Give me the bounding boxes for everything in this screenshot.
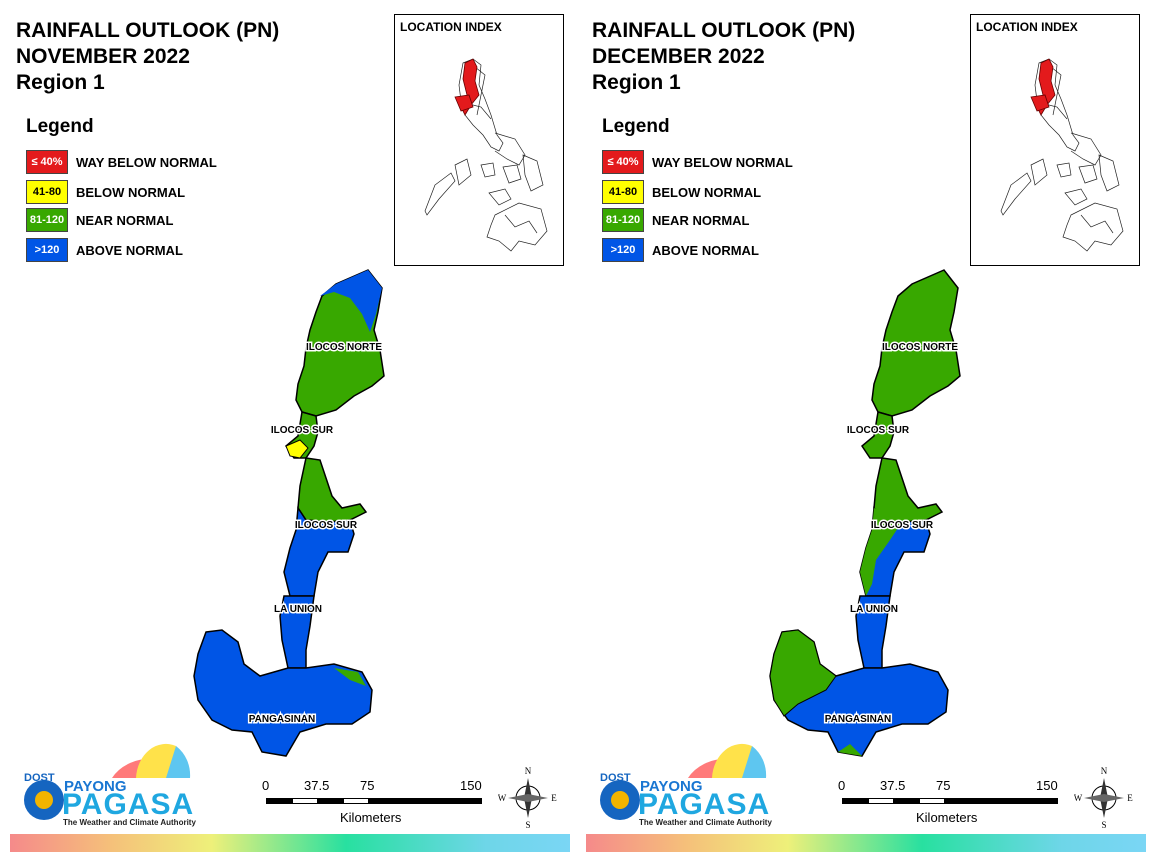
compass-s: S <box>525 820 530 830</box>
logo-tagline: The Weather and Climate Authority <box>639 818 772 827</box>
label-ilocos-norte: ILOCOS NORTE <box>306 342 382 353</box>
compass-s: S <box>1101 820 1106 830</box>
north-arrow-compass: N S E W <box>1074 764 1134 830</box>
payong-pagasa-logo: DOST PAYONG PAGASA The Weather and Clima… <box>592 738 772 832</box>
logo-dost: DOST <box>24 772 55 784</box>
legend-swatch: >120 <box>26 238 68 262</box>
title-line-3: Region 1 <box>16 71 105 94</box>
map-panel-december: RAINFALL OUTLOOK (PN) DECEMBER 2022 Regi… <box>576 0 1152 864</box>
map-title: RAINFALL OUTLOOK (PN) NOVEMBER 2022 Regi… <box>16 18 279 96</box>
philippines-outline-map <box>424 58 548 252</box>
logo-pagasa: PAGASA <box>638 788 771 821</box>
legend-label: BELOW NORMAL <box>76 185 186 200</box>
label-ilocos-norte: ILOCOS NORTE <box>882 342 958 353</box>
compass-n: N <box>1101 766 1108 776</box>
scale-tick: 37.5 <box>304 778 330 793</box>
legend-label: ABOVE NORMAL <box>652 243 759 258</box>
above-normal-zone <box>320 270 382 332</box>
payong-pagasa-logo: DOST PAYONG PAGASA The Weather and Clima… <box>16 738 196 832</box>
label-ilocos-sur: ILOCOS SUR <box>871 520 934 531</box>
legend-label: WAY BELOW NORMAL <box>76 155 217 170</box>
scale-bar: 0 37.5 75 150 Kilometers <box>262 778 502 828</box>
scale-tick: 0 <box>838 778 846 793</box>
legend-swatch: ≤ 40% <box>602 150 644 174</box>
legend-swatch: >120 <box>602 238 644 262</box>
label-pangasinan: PANGASINAN <box>249 714 315 725</box>
label-ilocos-sur: ILOCOS SUR <box>271 425 334 436</box>
label-ilocos-sur: ILOCOS SUR <box>847 425 910 436</box>
label-la-union: LA UNION <box>850 604 898 615</box>
title-line-2: NOVEMBER 2022 <box>16 45 190 68</box>
province-pangasinan <box>193 629 373 757</box>
logo-payong: PAYONG <box>64 778 127 795</box>
compass-e: E <box>551 793 557 803</box>
legend-label: NEAR NORMAL <box>76 213 174 228</box>
philippines-outline-map <box>1000 58 1124 252</box>
color-gradient-bar <box>10 834 570 852</box>
title-line-3: Region 1 <box>592 71 681 94</box>
location-index-inset: LOCATION INDEX <box>394 14 564 266</box>
location-index-inset: LOCATION INDEX <box>970 14 1140 266</box>
logo-dost: DOST <box>600 772 631 784</box>
region-1-rainfall-map: ILOCOS NORTE ILOCOS SUR ILOCOS SUR LA UN… <box>193 269 385 757</box>
compass-w: W <box>498 793 507 803</box>
label-pangasinan: PANGASINAN <box>825 714 891 725</box>
near-normal-zone <box>860 508 902 596</box>
title-line-1: RAINFALL OUTLOOK (PN) <box>16 19 280 42</box>
north-arrow-compass: N S E W <box>498 764 558 830</box>
legend-swatch: ≤ 40% <box>26 150 68 174</box>
inset-title: LOCATION INDEX <box>400 20 502 34</box>
color-gradient-bar <box>586 834 1146 852</box>
scale-tick: 150 <box>460 778 482 793</box>
scale-unit: Kilometers <box>340 810 402 825</box>
inset-title: LOCATION INDEX <box>976 20 1078 34</box>
compass-n: N <box>525 766 532 776</box>
legend-swatch: 81-120 <box>602 208 644 232</box>
legend-label: BELOW NORMAL <box>652 185 762 200</box>
legend-title: Legend <box>26 116 94 137</box>
legend-swatch: 81-120 <box>26 208 68 232</box>
scale-tick: 0 <box>262 778 270 793</box>
logo-pagasa: PAGASA <box>62 788 195 821</box>
title-line-2: DECEMBER 2022 <box>592 45 765 68</box>
compass-e: E <box>1127 793 1133 803</box>
province-ilocos-norte <box>871 269 961 417</box>
label-ilocos-sur: ILOCOS SUR <box>295 520 358 531</box>
logo-payong: PAYONG <box>640 778 703 795</box>
scale-bar: 0 37.5 75 150 Kilometers <box>838 778 1078 828</box>
scale-unit: Kilometers <box>916 810 978 825</box>
compass-w: W <box>1074 793 1083 803</box>
province-ilocos-sur-south <box>297 457 368 523</box>
title-line-1: RAINFALL OUTLOOK (PN) <box>592 19 856 42</box>
legend-label: NEAR NORMAL <box>652 213 750 228</box>
scale-tick: 75 <box>360 778 375 793</box>
scale-tick: 37.5 <box>880 778 906 793</box>
region-1-rainfall-map: ILOCOS NORTE ILOCOS SUR ILOCOS SUR LA UN… <box>769 269 961 757</box>
scale-tick: 150 <box>1036 778 1058 793</box>
province-ilocos-sur-south <box>873 457 944 523</box>
below-normal-zone <box>285 439 309 459</box>
province-la-union <box>283 505 355 597</box>
map-panel-november: RAINFALL OUTLOOK (PN) NOVEMBER 2022 Regi… <box>10 14 570 852</box>
legend-label: WAY BELOW NORMAL <box>652 155 793 170</box>
legend-swatch: 41-80 <box>602 180 644 204</box>
label-la-union: LA UNION <box>274 604 322 615</box>
scale-tick: 75 <box>936 778 951 793</box>
legend-title: Legend <box>602 116 670 137</box>
legend-label: ABOVE NORMAL <box>76 243 183 258</box>
map-title: RAINFALL OUTLOOK (PN) DECEMBER 2022 Regi… <box>592 18 855 96</box>
logo-tagline: The Weather and Climate Authority <box>63 818 196 827</box>
legend-swatch: 41-80 <box>26 180 68 204</box>
